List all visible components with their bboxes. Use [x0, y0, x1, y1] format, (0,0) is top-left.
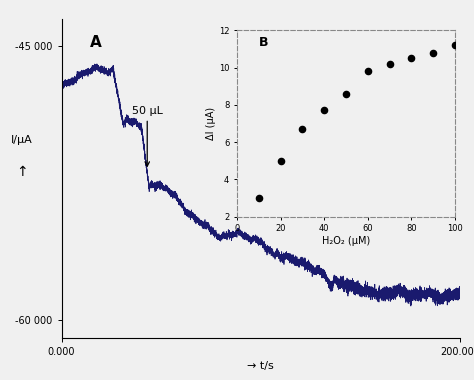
Text: ↑: ↑: [16, 165, 27, 179]
Point: [386, 61, 393, 67]
Point: [277, 158, 284, 164]
X-axis label: H₂O₂ (μM): H₂O₂ (μM): [322, 236, 370, 246]
Point: [451, 42, 459, 48]
Y-axis label: ΔI (μA): ΔI (μA): [206, 107, 216, 140]
Point: [255, 195, 263, 201]
Point: [429, 50, 437, 56]
Point: [364, 68, 372, 74]
Point: [320, 108, 328, 114]
Point: [408, 55, 415, 62]
Text: 50 μL: 50 μL: [132, 106, 163, 166]
Text: A: A: [90, 35, 101, 50]
Point: [299, 126, 306, 132]
Point: [342, 91, 350, 97]
Text: B: B: [259, 36, 268, 49]
X-axis label: → t/s: → t/s: [247, 361, 274, 371]
Text: I/μA: I/μA: [11, 135, 33, 145]
